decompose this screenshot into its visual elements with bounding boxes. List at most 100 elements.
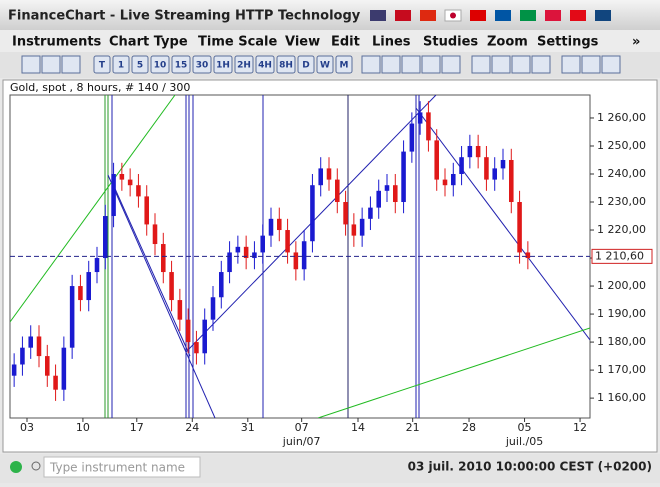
candle-body <box>451 173 456 186</box>
menu-item[interactable]: View <box>285 35 320 50</box>
candle-body <box>219 272 224 298</box>
toolbar-button-label[interactable]: 1H <box>216 61 230 71</box>
toolbar-button-label[interactable]: 1 <box>118 61 124 71</box>
toolbar-button[interactable] <box>171 55 191 74</box>
candle-body <box>119 173 125 180</box>
candle-body <box>359 218 365 236</box>
candle-body <box>475 145 481 158</box>
x-tick-label: 14 <box>351 421 365 434</box>
candle-body <box>210 297 216 320</box>
toolbar-button[interactable] <box>131 55 149 74</box>
candle-body <box>351 224 357 236</box>
x-tick-label: 07 <box>295 421 309 434</box>
candle-body <box>53 375 58 390</box>
chart-title: Gold, spot , 8 hours, # 140 / 300 <box>10 81 190 94</box>
candle-body <box>78 286 83 301</box>
candle-body <box>94 258 100 273</box>
y-tick-label: 1 180,00 <box>597 335 646 348</box>
menu-item[interactable]: Lines <box>372 35 411 50</box>
toolbar-button-label[interactable]: M <box>340 61 349 71</box>
candle-body <box>235 246 241 253</box>
toolbar-button[interactable] <box>297 55 315 74</box>
candle-body <box>417 112 423 124</box>
toolbar-button[interactable] <box>213 55 233 74</box>
toolbar-button[interactable] <box>276 55 296 74</box>
toolbar-button-label[interactable]: 2H <box>237 61 251 71</box>
candle-body <box>459 157 464 174</box>
candle-body <box>161 244 166 273</box>
candle-body <box>500 159 506 169</box>
x-tick-label: 24 <box>185 421 199 434</box>
x-tick-label: 31 <box>241 421 255 434</box>
search-icon <box>31 461 41 471</box>
toolbar-button[interactable] <box>255 55 275 74</box>
candle-body <box>376 190 381 208</box>
y-tick-label: 1 200,00 <box>597 279 646 292</box>
candle-body <box>393 185 398 203</box>
candle-body <box>401 151 406 203</box>
candle-body <box>61 347 67 390</box>
candle-body <box>69 286 75 348</box>
candle-body <box>268 218 274 236</box>
search-box[interactable] <box>43 456 201 478</box>
toolbar-button-label[interactable]: 5 <box>137 61 143 71</box>
toolbar-button-label[interactable]: 8H <box>279 61 293 71</box>
menu-item[interactable]: Time Scale <box>198 35 278 50</box>
candle-body <box>484 157 489 180</box>
menu-bar <box>0 30 660 52</box>
candle-body <box>368 207 373 219</box>
candle-body <box>492 168 497 180</box>
candle-body <box>277 218 282 231</box>
candle-body <box>434 140 439 180</box>
y-tick-label: 1 190,00 <box>597 307 646 320</box>
toolbar-button-label[interactable]: 4H <box>258 61 272 71</box>
candle-body <box>36 336 42 357</box>
menu-item[interactable]: Zoom <box>487 35 528 50</box>
toolbar-button-label[interactable]: T <box>99 61 106 71</box>
menu-item[interactable]: Settings <box>537 35 599 50</box>
x-tick-label: 17 <box>130 421 144 434</box>
menu-item[interactable]: » <box>632 35 640 50</box>
toolbar-button-label[interactable]: 10 <box>154 61 167 71</box>
candle-body <box>45 356 50 376</box>
y-tick-label: 1 240,00 <box>597 167 646 180</box>
candle-body <box>285 230 290 253</box>
candle-body <box>517 202 522 253</box>
candle-body <box>177 300 183 320</box>
y-tick-label: 1 220,00 <box>597 223 646 236</box>
toolbar-button-label[interactable]: W <box>320 61 330 71</box>
connection-status <box>10 461 22 473</box>
x-month-label: juil./05 <box>505 435 543 448</box>
candle-body <box>28 336 33 348</box>
menu-item[interactable]: Instruments <box>12 35 102 50</box>
y-tick-label: 1 230,00 <box>597 195 646 208</box>
toolbar-icons[interactable] <box>21 55 621 74</box>
toolbar-button[interactable] <box>316 55 334 74</box>
candle-body <box>227 252 232 273</box>
y-tick-label: 1 160,00 <box>597 391 646 404</box>
toolbar-button[interactable] <box>93 55 111 74</box>
x-tick-label: 03 <box>20 421 34 434</box>
toolbar-button-label[interactable]: 15 <box>175 61 188 71</box>
menu-item[interactable]: Edit <box>331 35 360 50</box>
toolbar-button[interactable] <box>112 55 130 74</box>
candle-body <box>509 159 514 203</box>
status-datetime: 03 juil. 2010 10:00:00 CEST (+0200) <box>408 460 652 474</box>
toolbar-button[interactable] <box>150 55 170 74</box>
toolbar-button[interactable] <box>234 55 254 74</box>
toolbar-button[interactable] <box>335 55 353 74</box>
toolbar-button[interactable] <box>192 55 212 74</box>
menu-item[interactable]: Chart Type <box>109 35 188 50</box>
x-tick-label: 12 <box>573 421 587 434</box>
menu-item[interactable]: Studies <box>423 35 478 50</box>
toolbar-button-label[interactable]: 30 <box>196 61 209 71</box>
toolbar-button-label[interactable]: D <box>302 61 309 71</box>
search-placeholder[interactable]: Type instrument name <box>49 461 185 475</box>
candle-body <box>318 168 323 186</box>
candle-body <box>326 168 332 180</box>
language-flags[interactable] <box>370 9 611 22</box>
candle-body <box>169 272 174 301</box>
candle-body <box>194 342 199 354</box>
candle-body <box>103 216 108 259</box>
